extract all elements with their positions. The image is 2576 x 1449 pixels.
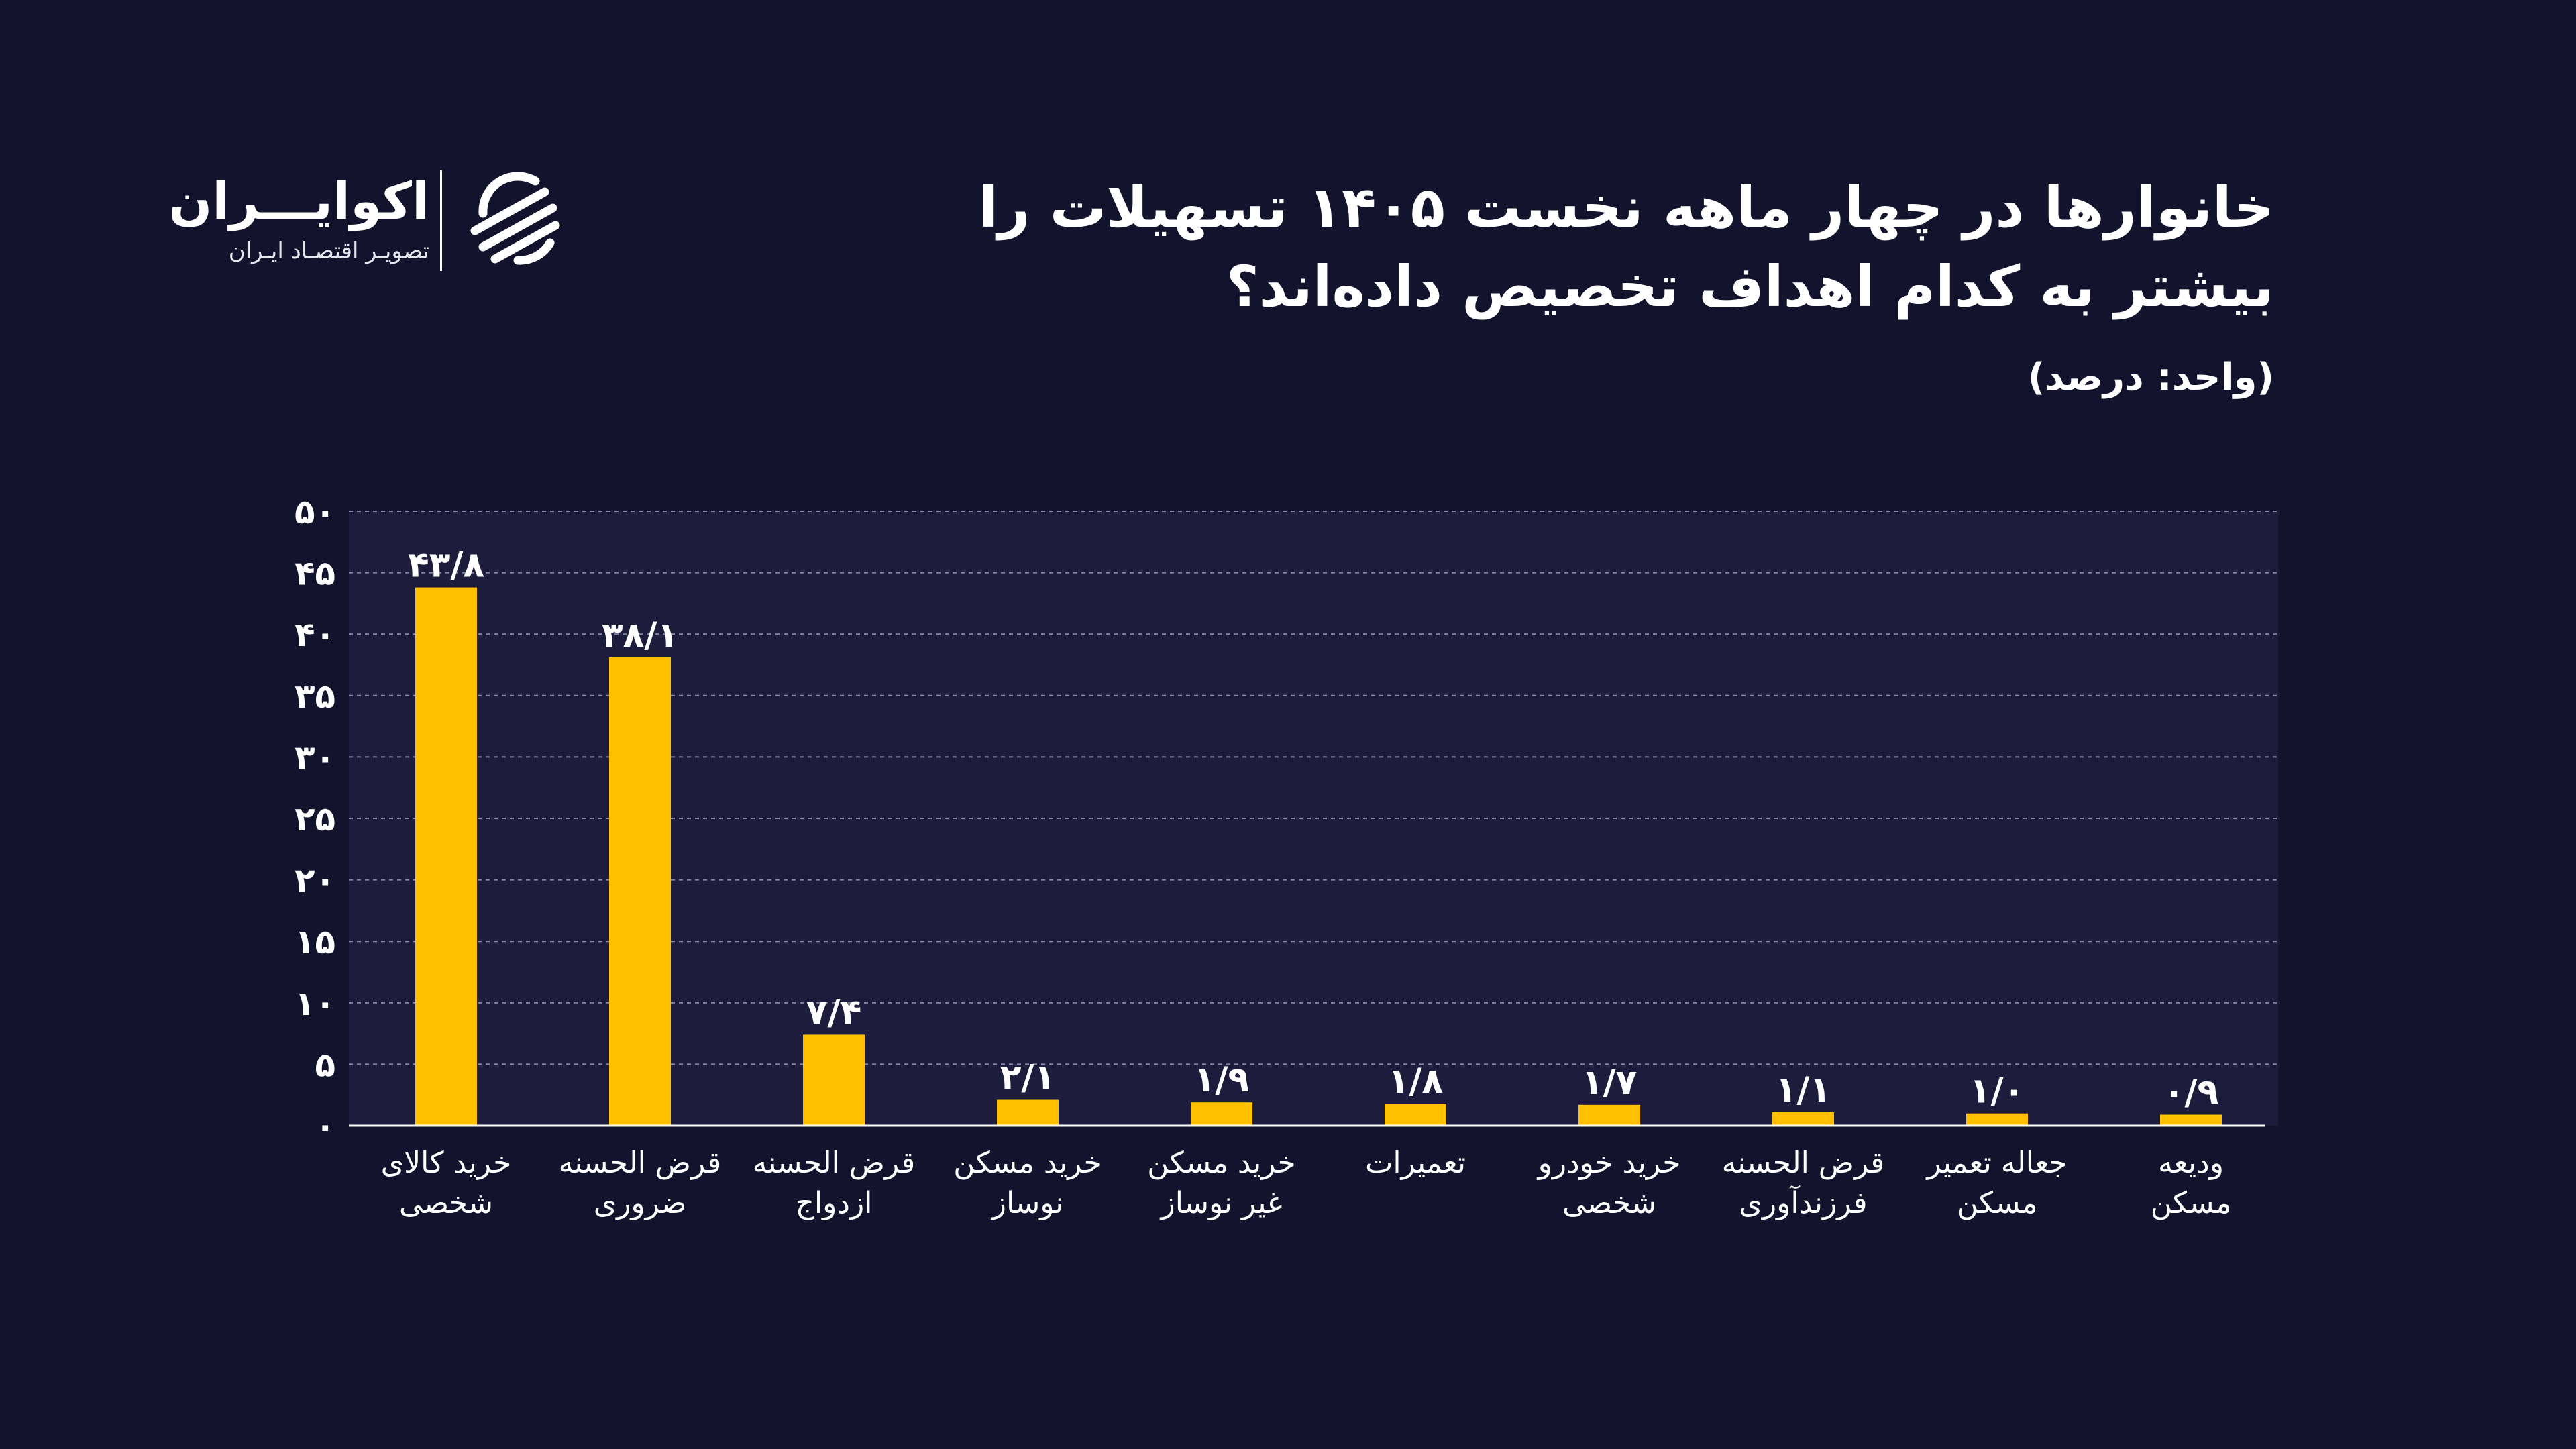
- bars: [415, 587, 2222, 1126]
- y-tick-label: ۴۰: [294, 615, 335, 654]
- category-label: قرض الحسنه ازدواج: [753, 1146, 916, 1220]
- ekoiran-logo-icon: [470, 172, 560, 265]
- category-label-line: خرید مسکن: [1147, 1146, 1295, 1180]
- bar: [1578, 1104, 1640, 1126]
- data-label: ۱/۸: [1388, 1061, 1443, 1102]
- brand-name: اکوایـــران: [168, 171, 429, 231]
- data-label: ۲/۱: [1000, 1058, 1055, 1098]
- data-label: ۷/۴: [806, 992, 861, 1032]
- category-label-line: ضروری: [594, 1186, 687, 1220]
- category-label: تعمیرات: [1365, 1146, 1466, 1180]
- category-label-line: مسکن: [2151, 1186, 2232, 1220]
- category-label-line: نوساز: [991, 1186, 1064, 1220]
- category-label-line: جعاله تعمیر: [1925, 1146, 2067, 1180]
- bar: [1191, 1102, 1252, 1126]
- category-label-line: شخصی: [399, 1186, 493, 1220]
- y-tick-label: ۳۵: [294, 677, 335, 716]
- category-label-line: قرض الحسنه: [1722, 1146, 1885, 1180]
- chart-title-line-1: خانوارها در چهار ماهه نخست ۱۴۰۵ تسهیلات …: [978, 174, 2274, 240]
- category-label-line: ودیعه: [2158, 1146, 2224, 1180]
- chart-title-line-2: بیشتر به کدام اهداف تخصیص داده‌اند؟: [1226, 254, 2274, 319]
- brand-divider: [440, 170, 442, 271]
- data-label: ۱/۷: [1582, 1063, 1637, 1103]
- category-label-line: خرید مسکن: [953, 1146, 1102, 1180]
- category-label-line: مسکن: [1957, 1186, 2038, 1220]
- category-label-line: خرید کالای: [381, 1146, 512, 1180]
- category-label: خرید کالای شخصی: [381, 1146, 512, 1220]
- y-tick-label: ۴۵: [294, 554, 335, 593]
- chart-title: خانوارها در چهار ماهه نخست ۱۴۰۵ تسهیلات …: [932, 168, 2274, 326]
- category-label-line: فرزندآوری: [1739, 1185, 1867, 1220]
- bar: [1385, 1104, 1446, 1126]
- category-label-line: ازدواج: [796, 1186, 873, 1220]
- y-tick-label: ۲۵: [294, 800, 335, 839]
- category-label: قرض الحسنه فرزندآوری: [1722, 1146, 1885, 1220]
- bar: [1966, 1113, 2028, 1126]
- data-label: ۴۳/۸: [408, 545, 484, 586]
- y-axis-ticks: ۰ ۵ ۱۰ ۱۵ ۲۰ ۲۵ ۳۰ ۳۵ ۴۰ ۴۵ ۵۰: [294, 492, 335, 1146]
- y-tick-label: ۱۵: [294, 922, 335, 961]
- bar: [609, 657, 671, 1126]
- bar: [2160, 1114, 2222, 1126]
- category-label: خرید مسکن نوساز: [953, 1146, 1102, 1220]
- y-tick-label: ۵: [315, 1045, 335, 1084]
- y-tick-label: ۰: [315, 1107, 335, 1146]
- category-label-line: قرض الحسنه: [753, 1146, 916, 1180]
- data-label: ۰/۹: [2163, 1073, 2218, 1113]
- data-label: ۳۸/۱: [602, 615, 678, 655]
- brand-logo-block: اکوایـــران تصویـر اقتصـاد ایـران: [168, 161, 577, 282]
- category-label: قرض الحسنه ضروری: [559, 1146, 722, 1220]
- y-tick-label: ۵۰: [294, 492, 335, 531]
- category-label: ودیعه مسکن: [2151, 1146, 2232, 1220]
- bar: [803, 1034, 865, 1126]
- y-tick-label: ۳۰: [294, 738, 335, 777]
- category-label-line: شخصی: [1562, 1186, 1656, 1220]
- x-axis-categories: خرید کالای شخصی قرض الحسنه ضروری قرض الحسنه ا…: [381, 1146, 2232, 1220]
- category-label: خرید خودرو شخصی: [1537, 1146, 1681, 1220]
- data-label: ۱/۰: [1970, 1071, 2025, 1112]
- category-label-line: تعمیرات: [1365, 1146, 1466, 1180]
- data-labels: ۴۳/۸ ۳۸/۱ ۷/۴ ۲/۱ ۱/۹ ۱/۸ ۱/۷ ۱/۱ ۱/۰ ۰/۹: [408, 545, 2218, 1113]
- unit-label: (واحد: درصد): [2027, 356, 2274, 399]
- y-tick-label: ۱۰: [294, 984, 335, 1023]
- data-label: ۱/۱: [1776, 1070, 1831, 1110]
- bar: [415, 587, 477, 1126]
- category-label-line: غیر نوساز: [1159, 1186, 1282, 1220]
- category-label-line: قرض الحسنه: [559, 1146, 722, 1180]
- bar: [1772, 1112, 1834, 1126]
- brand-tagline: تصویـر اقتصـاد ایـران: [228, 237, 429, 264]
- y-tick-label: ۲۰: [294, 861, 335, 900]
- category-label: جعاله تعمیر مسکن: [1925, 1146, 2067, 1220]
- category-label-line: خرید خودرو: [1537, 1146, 1681, 1180]
- data-label: ۱/۹: [1194, 1060, 1249, 1100]
- category-label: خرید مسکن غیر نوساز: [1147, 1146, 1295, 1220]
- bar: [997, 1099, 1059, 1126]
